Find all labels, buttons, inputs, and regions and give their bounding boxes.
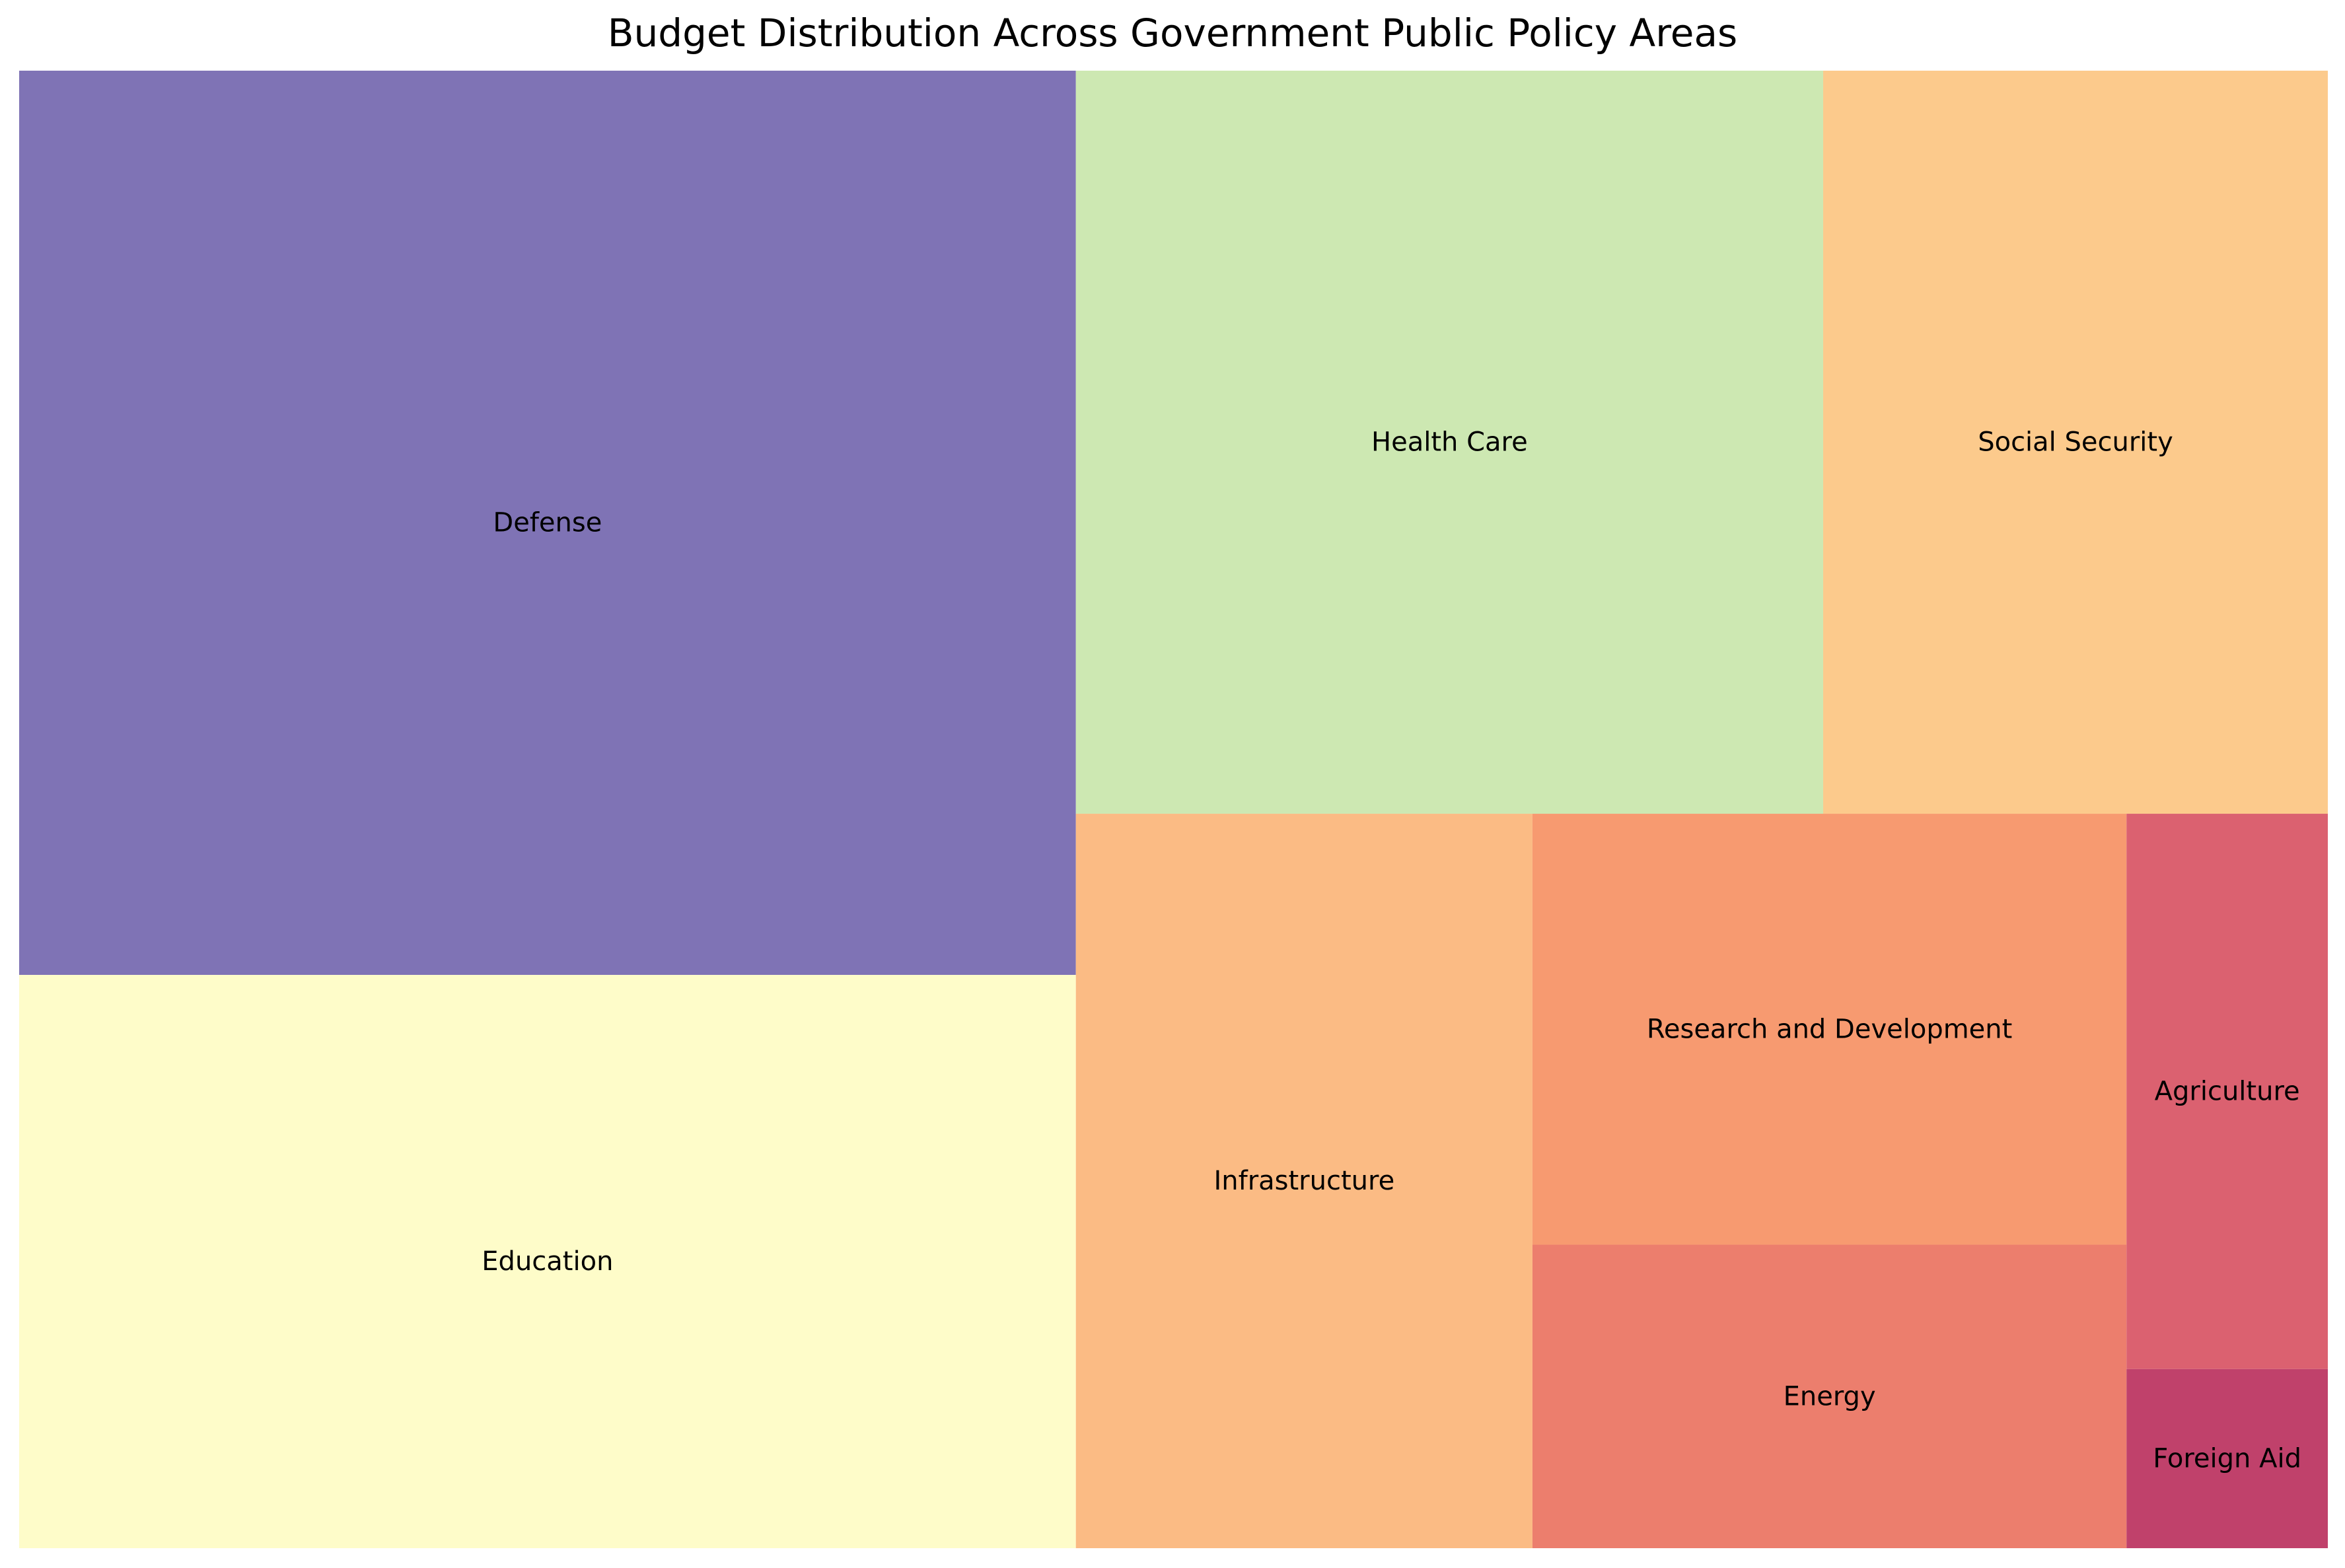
chart-title: Budget Distribution Across Government Pu… [607,11,1738,55]
treemap-label-foreign-aid: Foreign Aid [2153,1443,2301,1474]
treemap-label-energy: Energy [1784,1381,1876,1411]
treemap-label-research-and-development: Research and Development [1647,1014,2012,1044]
treemap-label-agriculture: Agriculture [2155,1076,2300,1106]
treemap-tile-foreign-aid [2126,1369,2328,1548]
treemap-tile-infrastructure [1075,814,1533,1548]
treemap-label-health-care: Health Care [1371,427,1528,458]
treemap-label-social-security: Social Security [1978,427,2173,458]
treemap-label-defense: Defense [493,508,602,538]
treemap-tile-defense [19,71,1076,976]
treemap-tile-energy [1532,1244,2127,1548]
treemap-label-infrastructure: Infrastructure [1213,1166,1394,1196]
treemap-tile-health-care [1075,71,1824,814]
treemap-tile-social-security [1823,71,2328,814]
treemap-tile-research-and-development [1532,814,2127,1245]
treemap-label-education: Education [482,1246,613,1277]
treemap-tile-education [19,975,1076,1548]
treemap-tile-agriculture [2126,814,2328,1369]
